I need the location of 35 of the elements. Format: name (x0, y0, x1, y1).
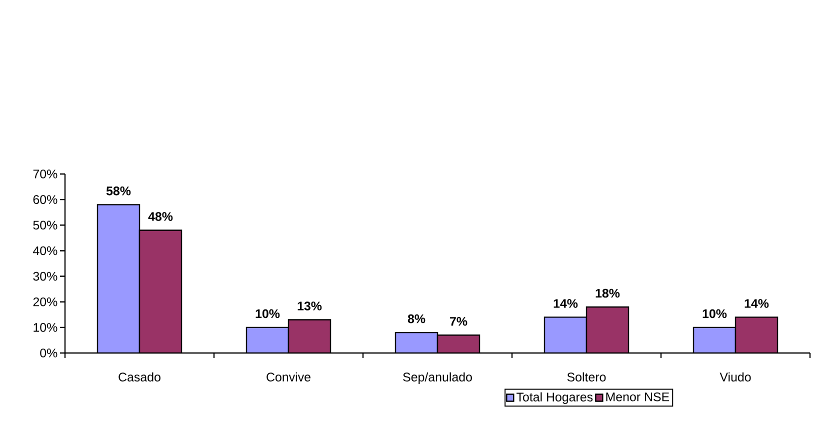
y-tick-label: 60% (33, 195, 58, 204)
bar (140, 230, 182, 353)
y-tick-label: 10% (34, 323, 58, 332)
y-tick-label: 30% (33, 272, 58, 281)
bar (692, 326, 736, 353)
y-tick-label: 0% (40, 348, 58, 358)
bar (734, 316, 778, 353)
x-tick-label: Sep/anulado (403, 372, 472, 384)
legend-label: Menor NSE (606, 392, 670, 402)
data-label: 8% (408, 314, 426, 324)
data-label: 7% (450, 316, 468, 326)
bar (586, 306, 629, 353)
y-tick-label: 40% (33, 246, 58, 256)
data-label: 58% (106, 186, 131, 196)
bar (288, 320, 331, 353)
legend-label: Total Hogares (516, 392, 593, 404)
y-tick-label: 70% (33, 170, 58, 178)
bar (438, 335, 480, 353)
data-label: 13% (298, 302, 322, 310)
data-label: 14% (554, 299, 578, 308)
data-label: 14% (744, 299, 769, 308)
x-tick-label: Viudo (720, 372, 751, 382)
y-tick-label: 20% (33, 297, 58, 306)
data-label: 48% (148, 212, 173, 221)
bar (396, 332, 438, 353)
x-tick-label: Convive (266, 372, 310, 382)
x-tick-label: Casado (118, 372, 160, 382)
bar (98, 204, 140, 353)
bar (246, 327, 289, 353)
x-tick-label: Soltero (567, 372, 606, 382)
data-label: 18% (596, 288, 620, 298)
y-tick-label: 50% (33, 220, 58, 230)
data-label: 10% (702, 309, 727, 318)
data-label: 10% (256, 309, 280, 318)
bar (544, 317, 587, 353)
